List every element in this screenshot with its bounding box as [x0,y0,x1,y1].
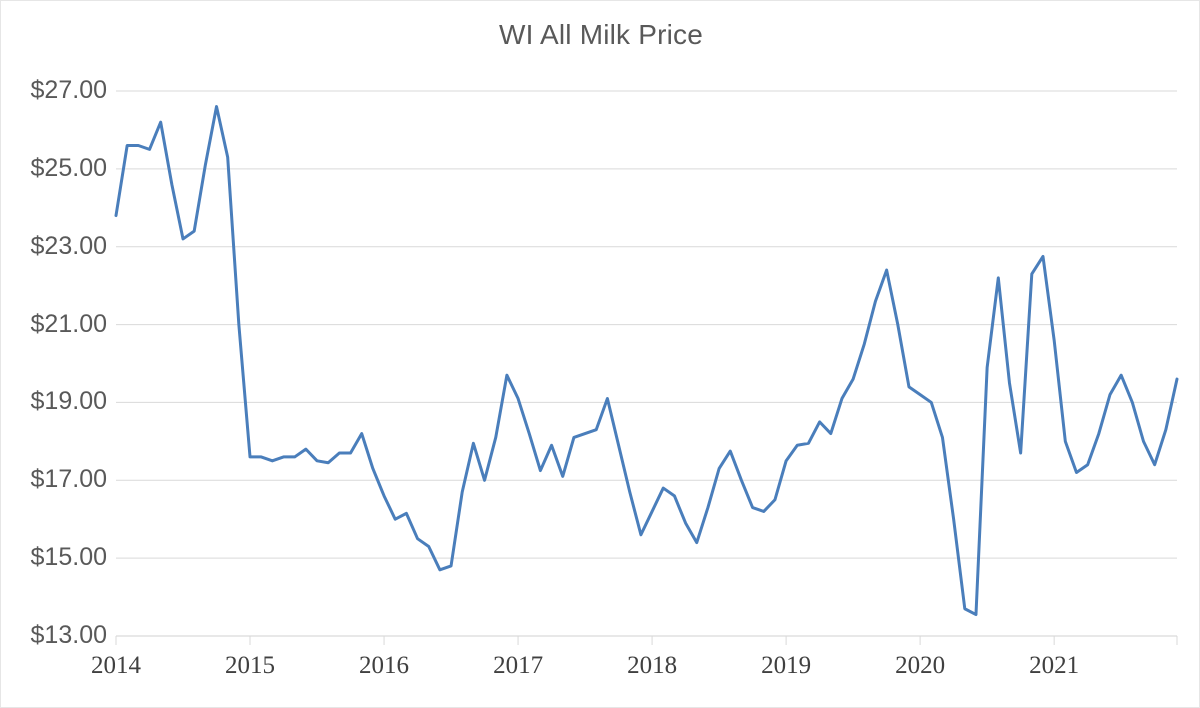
chart-title: WI All Milk Price [498,19,704,50]
data-series-line [114,105,1179,617]
y-axis: $13.00 $15.00 $17.00 $19.00 $21.00 $23.00 $25.… [9,1,107,707]
x-axis-tick-label: 2021 [1029,652,1080,679]
y-axis-tick-label: $13.00 [30,621,107,649]
y-axis-tick-label: $19.00 [30,387,107,416]
x-axis-tick-label: 2016 [359,652,410,679]
y-axis-tick-label: $21.00 [30,309,107,338]
y-axis-tick-label: $15.00 [30,543,107,572]
axis-ticks [115,636,1178,645]
x-axis-tick-label: 2014 [91,652,141,679]
x-axis-tick-label: 2019 [761,652,812,679]
x-axis-tick-label: 2015 [225,652,276,679]
x-axis-tick-label: 2018 [627,652,678,679]
y-axis-tick-label: $27.00 [30,76,107,104]
y-axis-tick-label: $17.00 [30,465,107,494]
x-axis-tick-label: 2017 [493,652,544,679]
y-axis-tick-label: $23.00 [30,231,107,260]
x-axis-tick-label: 2020 [895,652,946,679]
y-axis-tick-label: $25.00 [30,153,107,182]
gridlines [116,90,1177,637]
